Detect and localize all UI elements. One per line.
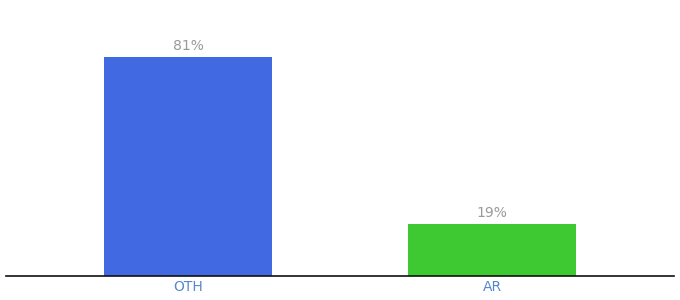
Bar <box>409 224 576 276</box>
Text: 81%: 81% <box>173 39 203 53</box>
Bar <box>104 57 271 276</box>
Text: 19%: 19% <box>477 206 507 220</box>
